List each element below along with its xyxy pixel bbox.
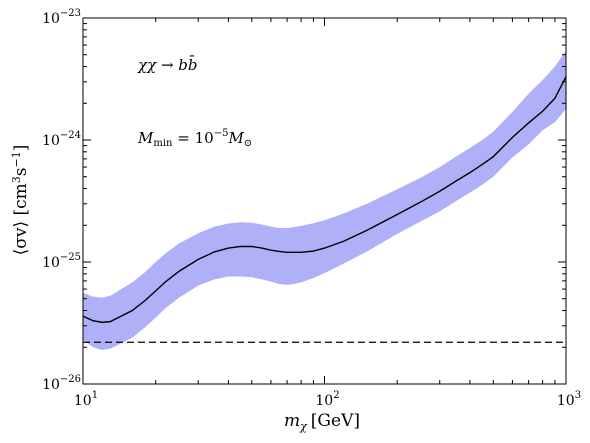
central-curve (82, 76, 567, 324)
x-axis-label-unit: [GeV] (311, 411, 360, 431)
y-axis-label-part3: ] (11, 145, 31, 152)
x-axis-label: mχ [GeV] (284, 411, 360, 433)
uncertainty-band (83, 50, 566, 350)
annotation-mmin-sup: −5 (214, 128, 229, 139)
y-tick-label: 10−25 (42, 252, 81, 271)
annotation-mmin-msun: M (227, 129, 244, 147)
y-tick-label: 10−24 (42, 130, 81, 149)
y-tick-label: 10−23 (42, 8, 81, 27)
x-axis-label-var: m (284, 411, 300, 431)
y-tick-label: 10−26 (42, 374, 81, 393)
annotation-mmin-m: M (137, 129, 154, 147)
x-tick-label: 102 (315, 390, 339, 409)
x-tick-label: 103 (557, 390, 581, 409)
annotation-mmin-sun: ⊙ (244, 138, 252, 149)
annotation-mmin-sub: min (153, 138, 173, 149)
x-axis-label-sub: χ (299, 420, 308, 433)
y-axis-label-sup1: 3 (10, 176, 23, 183)
y-axis-label: ⟨σv⟩ [cm3s−1] (10, 145, 31, 256)
x-tick-label: 101 (74, 390, 98, 409)
y-axis-label-part2: s (11, 167, 31, 176)
annotation-mmin-eq: = 10 (172, 129, 213, 147)
annotation-mmin: Mmin = 10−5M⊙ (137, 128, 252, 149)
plot-area (82, 50, 567, 350)
axis-ticks (82, 17, 567, 385)
annotation-channel: χχ → bb̄ (137, 56, 198, 74)
y-axis-label-part1: ⟨σv⟩ [cm (11, 183, 31, 255)
y-axis-label-sup2: −1 (10, 151, 23, 167)
axis-tick-labels: 101 102 103 10−26 10−25 10−24 10−23 (42, 8, 581, 409)
